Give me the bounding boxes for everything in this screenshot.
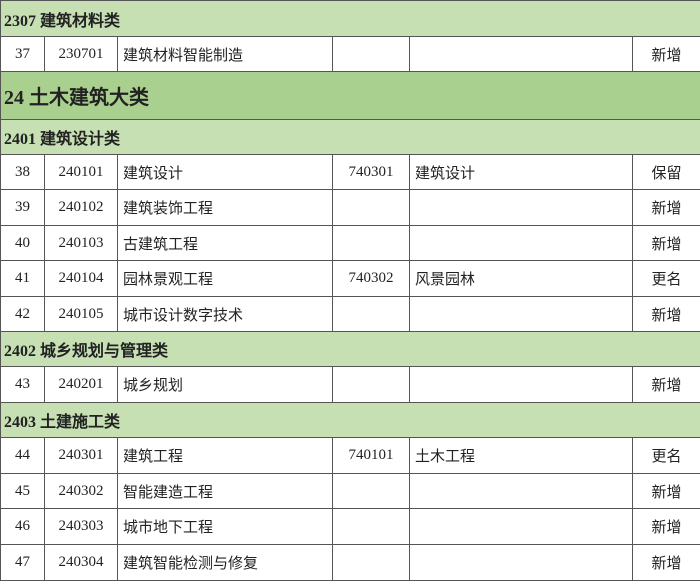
table-cell: 240104 — [44, 260, 118, 297]
table-cell: 240304 — [44, 544, 118, 581]
table-cell — [409, 544, 633, 581]
table-cell: 新增 — [631, 296, 700, 332]
table-cell: 新增 — [631, 189, 700, 226]
table-cell — [332, 189, 410, 226]
table-cell — [332, 36, 410, 72]
table-cell: 更名 — [631, 260, 700, 297]
table-cell: 240101 — [44, 154, 118, 190]
table-cell — [409, 508, 633, 545]
table-cell: 城市地下工程 — [117, 508, 333, 545]
table-cell — [332, 508, 410, 545]
table-row: 40 240103 古建筑工程 新增 — [0, 225, 700, 261]
table-cell: 44 — [0, 437, 45, 474]
table-cell: 240103 — [44, 225, 118, 261]
table-cell: 古建筑工程 — [117, 225, 333, 261]
table-cell: 740302 — [332, 260, 410, 297]
table-cell — [332, 366, 410, 403]
table-cell: 46 — [0, 508, 45, 545]
table-row: 39 240102 建筑装饰工程 新增 — [0, 189, 700, 226]
table-row: 42 240105 城市设计数字技术 新增 — [0, 296, 700, 332]
table-row: 44 240301 建筑工程 740101 土木工程 更名 — [0, 437, 700, 474]
table-row: 41 240104 园林景观工程 740302 风景园林 更名 — [0, 260, 700, 297]
table-cell: 740301 — [332, 154, 410, 190]
table-cell: 园林景观工程 — [117, 260, 333, 297]
table-cell: 240105 — [44, 296, 118, 332]
table-cell: 新增 — [631, 366, 700, 403]
table-cell: 230701 — [44, 36, 118, 72]
section-header: 2403 土建施工类 — [0, 402, 700, 438]
table-cell: 37 — [0, 36, 45, 72]
table-cell: 240201 — [44, 366, 118, 403]
table-cell: 240303 — [44, 508, 118, 545]
table-row: 38 240101 建筑设计 740301 建筑设计 保留 — [0, 154, 700, 190]
table-row: 2307 建筑材料类 — [0, 0, 700, 37]
table-cell: 41 — [0, 260, 45, 297]
table-cell: 新增 — [631, 508, 700, 545]
table-cell — [409, 36, 633, 72]
table-row: 46 240303 城市地下工程 新增 — [0, 508, 700, 545]
table-cell: 240301 — [44, 437, 118, 474]
table-cell: 风景园林 — [409, 260, 633, 297]
major-header: 24 土木建筑大类 — [0, 71, 700, 120]
table-cell: 新增 — [631, 36, 700, 72]
table-cell: 240102 — [44, 189, 118, 226]
table-cell: 保留 — [631, 154, 700, 190]
table-cell: 建筑智能检测与修复 — [117, 544, 333, 581]
table-cell: 土木工程 — [409, 437, 633, 474]
table-cell: 智能建造工程 — [117, 473, 333, 509]
table-cell: 城乡规划 — [117, 366, 333, 403]
table-cell — [409, 189, 633, 226]
table-cell: 47 — [0, 544, 45, 581]
table-cell — [332, 544, 410, 581]
table-row: 2401 建筑设计类 — [0, 119, 700, 155]
table-cell — [332, 296, 410, 332]
table-cell: 42 — [0, 296, 45, 332]
table-cell — [332, 473, 410, 509]
table-row: 2403 土建施工类 — [0, 402, 700, 438]
table-cell: 240302 — [44, 473, 118, 509]
table-cell: 40 — [0, 225, 45, 261]
table-cell: 740101 — [332, 437, 410, 474]
table-cell — [409, 296, 633, 332]
table-row: 37 230701 建筑材料智能制造 新增 — [0, 36, 700, 72]
table-cell — [409, 366, 633, 403]
table-cell: 新增 — [631, 544, 700, 581]
section-header: 2401 建筑设计类 — [0, 119, 700, 155]
table-cell: 建筑工程 — [117, 437, 333, 474]
table-cell: 建筑设计 — [117, 154, 333, 190]
table-row: 24 土木建筑大类 — [0, 71, 700, 120]
table-cell: 新增 — [631, 473, 700, 509]
table-cell: 45 — [0, 473, 45, 509]
table-cell: 39 — [0, 189, 45, 226]
table-row: 47 240304 建筑智能检测与修复 新增 — [0, 544, 700, 581]
table-cell: 建筑材料智能制造 — [117, 36, 333, 72]
table-cell: 更名 — [631, 437, 700, 474]
table-cell: 43 — [0, 366, 45, 403]
table-cell: 38 — [0, 154, 45, 190]
table-row: 45 240302 智能建造工程 新增 — [0, 473, 700, 509]
table-cell — [409, 473, 633, 509]
table-row: 2402 城乡规划与管理类 — [0, 331, 700, 367]
table-cell: 城市设计数字技术 — [117, 296, 333, 332]
table-cell: 新增 — [631, 225, 700, 261]
section-header: 2307 建筑材料类 — [0, 0, 700, 37]
table-cell: 建筑设计 — [409, 154, 633, 190]
table-cell — [332, 225, 410, 261]
section-header: 2402 城乡规划与管理类 — [0, 331, 700, 367]
table-row: 43 240201 城乡规划 新增 — [0, 366, 700, 403]
table-cell: 建筑装饰工程 — [117, 189, 333, 226]
table-cell — [409, 225, 633, 261]
